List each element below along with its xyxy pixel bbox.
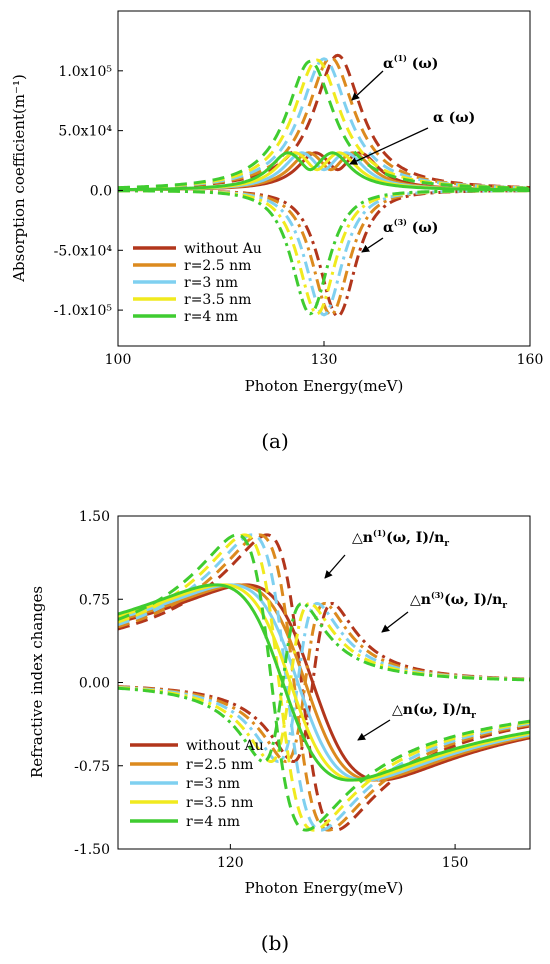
chart-b-line-linear-r-4-nm <box>117 583 531 782</box>
chart-a-legend-label-without-au: without Au <box>184 241 262 257</box>
chart-a-annotations: α(1) (ω) α (ω) α(3) (ω) <box>349 53 475 253</box>
chart-a-legend-label-r-3-5-nm: r=3.5 nm <box>184 292 251 308</box>
chart-a-xtick-label: 130 <box>311 352 338 368</box>
chart-a-ylabel: Absorption coefficient(m⁻¹) <box>10 74 28 283</box>
chart-a-line-third-order-r-2-5-nm <box>118 189 531 317</box>
chart-b-annotation-label: △n(1)(ω, I)/nr <box>352 528 449 549</box>
chart-a-line-third-order-without-au <box>118 189 531 318</box>
chart-b-annotation-label: △n(ω, I)/nr <box>392 702 476 721</box>
chart-a-ytick-label: 5.0x10⁴ <box>58 124 112 140</box>
chart-b-xlabel: Photon Energy(meV) <box>245 879 404 897</box>
chart-a-line-third-order-r-3-5-nm <box>117 189 531 316</box>
chart-b-line-linear-r-2-5-nm <box>117 583 531 782</box>
chart-a-annotation-arrow <box>361 237 384 253</box>
chart-a-annotation-arrow <box>351 70 384 101</box>
chart-b-line-linear-r-3-5-nm <box>117 583 531 782</box>
chart-b-panel-label: (b) <box>261 931 289 955</box>
chart-a-line-first-order-r-4-nm <box>117 59 531 190</box>
chart-b-line-third-order-r-4-nm <box>117 601 531 764</box>
chart-b-annotations: △n(1)(ω, I)/nr △n(3)(ω, I)/nr △n(ω, I)/nr <box>324 528 507 741</box>
chart-a-ytick-label: -5.0x10⁴ <box>54 243 113 259</box>
chart-b-legend: without Au r=2.5 nm r=3 nm r=3.5 nm r=4 nm <box>130 738 264 830</box>
chart-b-line-first-order-r-3-5-nm <box>117 533 531 832</box>
chart-b-ytick-label: 0.75 <box>79 592 110 608</box>
chart-b-annotation-arrow <box>357 719 391 741</box>
chart-b-annotation-arrow <box>324 554 346 579</box>
chart-a-legend-label-r-4-nm: r=4 nm <box>184 309 238 325</box>
chart-a-annotation-label: α(1) (ω) <box>383 53 438 72</box>
chart-b-ylabel: Refractive index changes <box>28 586 46 778</box>
chart-b-annotation-arrow <box>381 611 409 633</box>
chart-a-line-linear-r-4-nm <box>117 151 531 192</box>
chart-b-line-first-order-r-3-nm <box>117 533 531 832</box>
chart-b-ticks: 120 150 1.50 0.75 0.00 -0.75 -1.50 <box>74 509 468 871</box>
chart-a-ytick-label: 1.0x10⁵ <box>58 64 112 80</box>
chart-a-legend: without Aur=2.5 nmr=3 nmr=3.5 nmr=4 nm <box>133 241 262 325</box>
chart-a-xtick-label: 100 <box>105 352 132 368</box>
chart-a-ytick-label: -1.0x10⁵ <box>54 303 113 319</box>
chart-b-line-first-order-r-4-nm <box>117 533 531 832</box>
chart-a-annotation-label: α (ω) <box>433 110 475 126</box>
chart-b-ytick-label: -0.75 <box>74 759 110 775</box>
chart-b-frame <box>117 515 531 850</box>
chart-b-curves <box>117 533 531 832</box>
chart-a-legend-label-r-3-nm: r=3 nm <box>184 275 238 291</box>
chart-b-legend-label-r-4-nm: r=4 nm <box>186 814 240 830</box>
chart-b-line-third-order-r-3-5-nm <box>117 601 531 763</box>
chart-b-legend-label-r-2-5-nm: r=2.5 nm <box>186 757 253 773</box>
chart-a-annotation-arrow <box>349 127 429 165</box>
chart-a-legend-label-r-2-5-nm: r=2.5 nm <box>184 258 251 274</box>
chart-b-ytick-label: 1.50 <box>79 509 110 525</box>
chart-b: 120 150 1.50 0.75 0.00 -0.75 -1.50 Photon Ener… <box>28 509 531 955</box>
chart-b-ytick-label: -1.50 <box>74 842 110 858</box>
chart-a-line-third-order-r-4-nm <box>117 189 531 316</box>
chart-a-frame <box>117 10 531 347</box>
chart-a: 100 130 160 1.0x10⁵ 5.0x10⁴ 0.0 -5.0x10⁴ -1.0x1… <box>10 10 544 453</box>
chart-a-panel-label: (a) <box>261 429 289 453</box>
chart-b-line-linear-r-3-nm <box>117 583 531 782</box>
chart-a-xtick-label: 160 <box>517 352 544 368</box>
chart-a-curves <box>117 53 531 318</box>
chart-b-ytick-label: 0.00 <box>79 676 110 692</box>
chart-a-xlabel: Photon Energy(meV) <box>245 377 404 395</box>
chart-a-ytick-label: 0.0 <box>90 183 112 199</box>
chart-a-line-third-order-r-3-nm <box>118 189 530 317</box>
chart-a-ticks: 100 130 160 1.0x10⁵ 5.0x10⁴ 0.0 -5.0x10⁴ -1.0x1… <box>54 64 544 368</box>
chart-b-line-third-order-r-3-nm <box>117 601 531 764</box>
chart-b-annotation-label: △n(3)(ω, I)/nr <box>410 590 507 611</box>
chart-b-line-linear-without-au <box>117 583 531 782</box>
chart-b-legend-label-without-au: without Au <box>186 738 264 754</box>
chart-b-line-first-order-without-au <box>117 533 531 832</box>
chart-a-annotation-label: α(3) (ω) <box>383 217 438 236</box>
chart-b-legend-label-r-3-nm: r=3 nm <box>186 776 240 792</box>
chart-b-xtick-label: 120 <box>217 855 244 871</box>
chart-b-xtick-label: 150 <box>442 855 469 871</box>
chart-b-legend-label-r-3-5-nm: r=3.5 nm <box>186 795 253 811</box>
chart-b-line-first-order-r-2-5-nm <box>117 533 531 832</box>
